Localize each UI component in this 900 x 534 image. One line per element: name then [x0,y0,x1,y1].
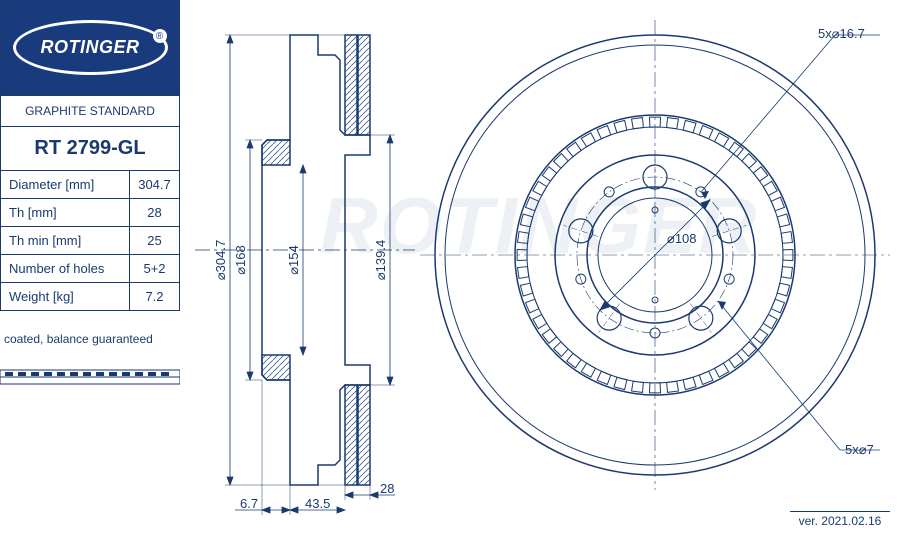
dim-outer: ⌀304.7 [213,240,228,280]
logo-ellipse: ROTINGER ® [13,20,168,75]
logo-text: ROTINGER [40,37,139,58]
version-label: ver. 2021.02.16 [790,511,890,528]
spec-label: Th min [mm] [1,227,130,255]
front-view: ⌀108 5x⌀16.7 5x⌀7 [420,0,890,500]
spec-value: 7.2 [130,283,180,311]
spec-label: Th [mm] [1,199,130,227]
part-row: RT 2799-GL [1,127,180,171]
edge-strip [0,362,180,392]
table-row: Th [mm] 28 [1,199,180,227]
dim-hub: ⌀168 [233,245,248,275]
spec-table: GRAPHITE STANDARD RT 2799-GL Diameter [m… [0,95,180,311]
section-view: ⌀304.7 ⌀168 ⌀154 ⌀139.4 28 43.5 6.7 [195,0,415,520]
dim-flange: 6.7 [240,496,258,511]
table-row: Number of holes 5+2 [1,255,180,283]
dim-pcd: ⌀108 [667,231,697,246]
category-row: GRAPHITE STANDARD [1,96,180,127]
spec-value: 5+2 [130,255,180,283]
dim-offset: 43.5 [305,496,330,511]
logo-panel: ROTINGER ® [0,0,180,95]
dim-thickness: 28 [380,481,394,496]
part-number: RT 2799-GL [1,127,180,171]
registered-mark: ® [153,29,167,43]
coating-note: coated, balance guaranteed [4,332,153,346]
spec-value: 28 [130,199,180,227]
dim-pin-holes: 5x⌀7 [845,442,874,457]
spec-label: Weight [kg] [1,283,130,311]
dim-hat: ⌀154 [286,245,301,275]
category-label: GRAPHITE STANDARD [1,96,180,127]
spec-label: Number of holes [1,255,130,283]
table-row: Weight [kg] 7.2 [1,283,180,311]
dim-bolt-holes: 5x⌀16.7 [818,26,865,41]
spec-label: Diameter [mm] [1,171,130,199]
spec-value: 25 [130,227,180,255]
table-row: Diameter [mm] 304.7 [1,171,180,199]
dim-inner: ⌀139.4 [373,240,388,280]
table-row: Th min [mm] 25 [1,227,180,255]
spec-value: 304.7 [130,171,180,199]
